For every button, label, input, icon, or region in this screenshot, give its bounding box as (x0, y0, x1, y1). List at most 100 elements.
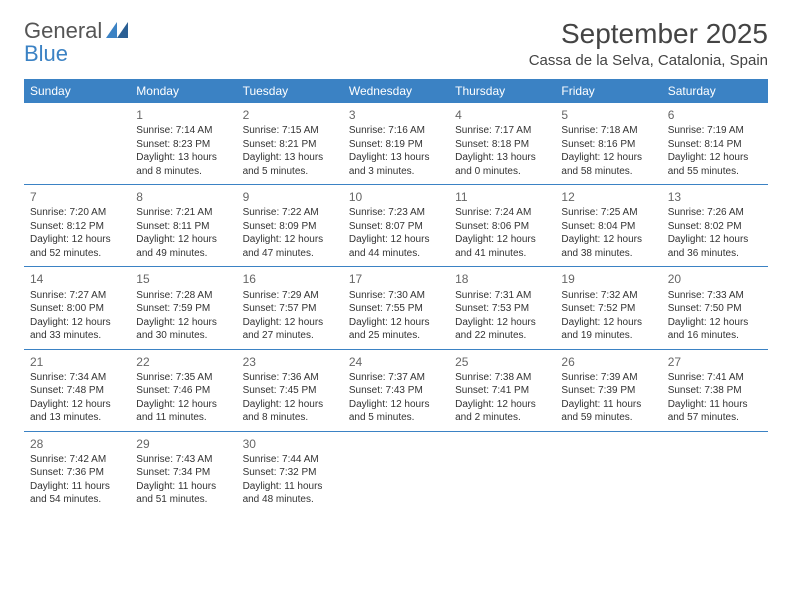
sunset-text: Sunset: 8:19 PM (349, 138, 443, 152)
daylight-text: Daylight: 12 hours and 5 minutes. (349, 398, 443, 425)
sunset-text: Sunset: 8:21 PM (243, 138, 337, 152)
sunrise-text: Sunrise: 7:28 AM (136, 289, 230, 303)
daylight-text: Daylight: 12 hours and 11 minutes. (136, 398, 230, 425)
day-cell: 24Sunrise: 7:37 AMSunset: 7:43 PMDayligh… (343, 350, 449, 431)
sunset-text: Sunset: 8:02 PM (668, 220, 762, 234)
daylight-text: Daylight: 11 hours and 57 minutes. (668, 398, 762, 425)
sunset-text: Sunset: 8:04 PM (561, 220, 655, 234)
sunset-text: Sunset: 7:50 PM (668, 302, 762, 316)
daylight-text: Daylight: 12 hours and 22 minutes. (455, 316, 549, 343)
day-number: 29 (136, 436, 230, 452)
day-number: 12 (561, 189, 655, 205)
daylight-text: Daylight: 13 hours and 5 minutes. (243, 151, 337, 178)
month-title: September 2025 (529, 18, 768, 50)
day-header-tuesday: Tuesday (237, 79, 343, 103)
calendar: SundayMondayTuesdayWednesdayThursdayFrid… (24, 79, 768, 513)
sunset-text: Sunset: 8:14 PM (668, 138, 762, 152)
logo-text-blue: Blue (24, 41, 68, 67)
sunrise-text: Sunrise: 7:35 AM (136, 371, 230, 385)
sunset-text: Sunset: 7:46 PM (136, 384, 230, 398)
empty-cell (662, 432, 768, 513)
day-cell: 21Sunrise: 7:34 AMSunset: 7:48 PMDayligh… (24, 350, 130, 431)
day-cell: 16Sunrise: 7:29 AMSunset: 7:57 PMDayligh… (237, 267, 343, 348)
sunset-text: Sunset: 8:00 PM (30, 302, 124, 316)
daylight-text: Daylight: 12 hours and 38 minutes. (561, 233, 655, 260)
daylight-text: Daylight: 12 hours and 36 minutes. (668, 233, 762, 260)
week-row: 7Sunrise: 7:20 AMSunset: 8:12 PMDaylight… (24, 185, 768, 267)
day-number: 28 (30, 436, 124, 452)
day-number: 10 (349, 189, 443, 205)
daylight-text: Daylight: 12 hours and 16 minutes. (668, 316, 762, 343)
day-number: 17 (349, 271, 443, 287)
day-number: 8 (136, 189, 230, 205)
sunset-text: Sunset: 7:45 PM (243, 384, 337, 398)
day-cell: 9Sunrise: 7:22 AMSunset: 8:09 PMDaylight… (237, 185, 343, 266)
sunset-text: Sunset: 8:16 PM (561, 138, 655, 152)
sunrise-text: Sunrise: 7:16 AM (349, 124, 443, 138)
daylight-text: Daylight: 11 hours and 48 minutes. (243, 480, 337, 507)
sunrise-text: Sunrise: 7:30 AM (349, 289, 443, 303)
day-cell: 25Sunrise: 7:38 AMSunset: 7:41 PMDayligh… (449, 350, 555, 431)
day-cell: 27Sunrise: 7:41 AMSunset: 7:38 PMDayligh… (662, 350, 768, 431)
day-number: 1 (136, 107, 230, 123)
day-cell: 5Sunrise: 7:18 AMSunset: 8:16 PMDaylight… (555, 103, 661, 184)
day-number: 2 (243, 107, 337, 123)
sunrise-text: Sunrise: 7:18 AM (561, 124, 655, 138)
week-row: 14Sunrise: 7:27 AMSunset: 8:00 PMDayligh… (24, 267, 768, 349)
day-cell: 13Sunrise: 7:26 AMSunset: 8:02 PMDayligh… (662, 185, 768, 266)
day-cell: 17Sunrise: 7:30 AMSunset: 7:55 PMDayligh… (343, 267, 449, 348)
day-cell: 29Sunrise: 7:43 AMSunset: 7:34 PMDayligh… (130, 432, 236, 513)
week-row: 28Sunrise: 7:42 AMSunset: 7:36 PMDayligh… (24, 432, 768, 513)
day-cell: 19Sunrise: 7:32 AMSunset: 7:52 PMDayligh… (555, 267, 661, 348)
day-number: 21 (30, 354, 124, 370)
day-cell: 30Sunrise: 7:44 AMSunset: 7:32 PMDayligh… (237, 432, 343, 513)
day-header-row: SundayMondayTuesdayWednesdayThursdayFrid… (24, 79, 768, 103)
day-cell: 3Sunrise: 7:16 AMSunset: 8:19 PMDaylight… (343, 103, 449, 184)
day-number: 26 (561, 354, 655, 370)
day-number: 5 (561, 107, 655, 123)
daylight-text: Daylight: 11 hours and 54 minutes. (30, 480, 124, 507)
day-cell: 11Sunrise: 7:24 AMSunset: 8:06 PMDayligh… (449, 185, 555, 266)
sunrise-text: Sunrise: 7:39 AM (561, 371, 655, 385)
day-number: 4 (455, 107, 549, 123)
sunset-text: Sunset: 7:38 PM (668, 384, 762, 398)
day-number: 23 (243, 354, 337, 370)
sunset-text: Sunset: 8:23 PM (136, 138, 230, 152)
day-cell: 26Sunrise: 7:39 AMSunset: 7:39 PMDayligh… (555, 350, 661, 431)
sunrise-text: Sunrise: 7:22 AM (243, 206, 337, 220)
sunset-text: Sunset: 7:39 PM (561, 384, 655, 398)
sunrise-text: Sunrise: 7:23 AM (349, 206, 443, 220)
day-number: 15 (136, 271, 230, 287)
day-number: 9 (243, 189, 337, 205)
sunrise-text: Sunrise: 7:27 AM (30, 289, 124, 303)
empty-cell (24, 103, 130, 184)
sunset-text: Sunset: 7:41 PM (455, 384, 549, 398)
sunrise-text: Sunrise: 7:20 AM (30, 206, 124, 220)
daylight-text: Daylight: 11 hours and 59 minutes. (561, 398, 655, 425)
logo-icon (106, 18, 128, 44)
day-number: 13 (668, 189, 762, 205)
day-header-sunday: Sunday (24, 79, 130, 103)
sunrise-text: Sunrise: 7:14 AM (136, 124, 230, 138)
sunset-text: Sunset: 8:06 PM (455, 220, 549, 234)
day-cell: 2Sunrise: 7:15 AMSunset: 8:21 PMDaylight… (237, 103, 343, 184)
sunrise-text: Sunrise: 7:38 AM (455, 371, 549, 385)
daylight-text: Daylight: 12 hours and 52 minutes. (30, 233, 124, 260)
sunset-text: Sunset: 7:53 PM (455, 302, 549, 316)
daylight-text: Daylight: 12 hours and 25 minutes. (349, 316, 443, 343)
day-cell: 22Sunrise: 7:35 AMSunset: 7:46 PMDayligh… (130, 350, 236, 431)
empty-cell (449, 432, 555, 513)
daylight-text: Daylight: 12 hours and 44 minutes. (349, 233, 443, 260)
sunrise-text: Sunrise: 7:37 AM (349, 371, 443, 385)
header: General September 2025 Cassa de la Selva… (24, 18, 768, 69)
week-row: 1Sunrise: 7:14 AMSunset: 8:23 PM Daylight… (24, 103, 768, 185)
daylight-text: Daylight: 12 hours and 41 minutes. (455, 233, 549, 260)
sunrise-text: Sunrise: 7:42 AM (30, 453, 124, 467)
daylight-text: Daylight: 11 hours and 51 minutes. (136, 480, 230, 507)
sunrise-text: Sunrise: 7:15 AM (243, 124, 337, 138)
day-cell: 7Sunrise: 7:20 AMSunset: 8:12 PMDaylight… (24, 185, 130, 266)
sunset-text: Sunset: 8:11 PM (136, 220, 230, 234)
sunset-text: Sunset: 7:32 PM (243, 466, 337, 480)
day-number: 30 (243, 436, 337, 452)
daylight-text: Daylight: 12 hours and 19 minutes. (561, 316, 655, 343)
